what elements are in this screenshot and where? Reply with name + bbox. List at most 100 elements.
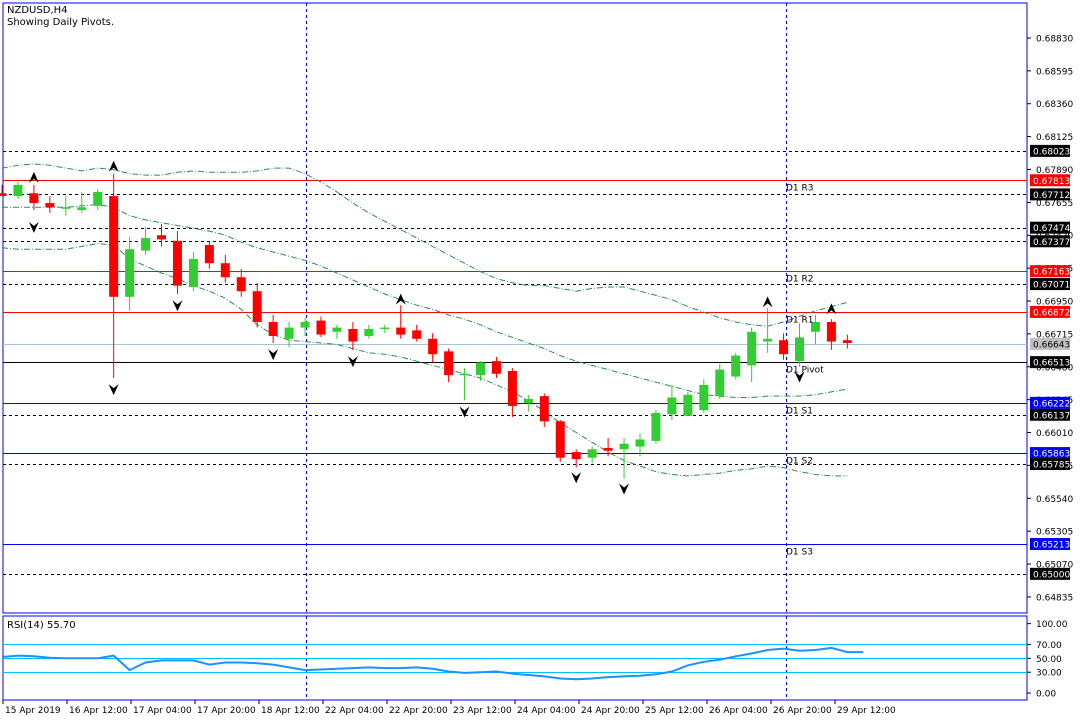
candle-body	[0, 193, 7, 197]
fractal-up-arrow	[395, 293, 406, 305]
time-axis-label: 26 Apr 04:00	[709, 706, 768, 716]
price-label-box	[1030, 567, 1070, 580]
candle-body	[539, 396, 549, 422]
time-axis-label: 22 Apr 04:00	[325, 706, 384, 716]
price-label-text: 0.67474	[1033, 224, 1070, 234]
price-label-text: 0.67163	[1033, 268, 1070, 278]
time-axis-label: 24 Apr 04:00	[517, 706, 576, 716]
price-label-box	[1030, 538, 1070, 551]
rsi-axis-label: 30.00	[1036, 669, 1062, 679]
candle-body	[428, 338, 438, 355]
time-axis-label: 25 Apr 12:00	[645, 706, 704, 716]
price-label-box	[1030, 457, 1070, 470]
fractal-up-arrow	[108, 160, 119, 172]
candle-body	[61, 207, 71, 209]
price-axis-label: 0.66950	[1036, 298, 1073, 308]
candle-body	[220, 263, 230, 278]
price-label-text: 0.66872	[1033, 308, 1070, 318]
fractal-down-arrow	[347, 356, 358, 368]
rsi-series-line	[1, 646, 864, 681]
candle-body	[507, 370, 517, 406]
time-axis-label: 29 Apr 12:00	[837, 706, 896, 716]
price-label-box	[1030, 235, 1070, 248]
rsi-axis-label: 0.00	[1036, 690, 1056, 700]
price-axis-label: 0.68830	[1036, 34, 1073, 44]
candle-body	[842, 340, 852, 343]
candle-body	[364, 328, 374, 336]
pivot-lines-layer	[3, 180, 1027, 545]
price-label-box	[1030, 447, 1070, 460]
price-labels-layer: 0.68023 0.67813 0.67712 0.67474 0.67377 0.671…	[1030, 144, 1070, 580]
time-axis-label: 16 Apr 12:00	[69, 706, 128, 716]
candle-body	[188, 259, 198, 288]
fractal-down-arrow	[794, 371, 805, 383]
band-lower-line	[1, 243, 848, 477]
price-label-box	[1030, 408, 1070, 421]
price-axis: 0.68830 0.68595 0.68360 0.68125 0.67890 0.676…	[1027, 34, 1073, 603]
candle-body	[555, 421, 565, 458]
candle-body	[29, 193, 39, 204]
candle-body	[13, 184, 23, 197]
candle-body	[93, 191, 103, 206]
rsi-axis-label: 50.00	[1036, 655, 1062, 665]
band-middle-line	[2, 203, 848, 398]
candle-body	[125, 249, 135, 297]
pivot-labels-layer: D1 R3 D1 R2 D1 R1 D1 Pivot D1 S1 D1 S2 D1 S3	[786, 184, 824, 558]
pivot-label: D1 S3	[786, 548, 813, 558]
time-axis-label: 15 Apr 2019	[5, 706, 61, 716]
candle-body	[476, 362, 485, 376]
candle-body	[396, 327, 406, 335]
price-axis-label: 0.68595	[1036, 67, 1073, 77]
candles-layer	[0, 173, 852, 479]
price-label-text: 0.67712	[1033, 191, 1070, 201]
price-label-text: 0.67813	[1033, 177, 1070, 187]
candle-body	[412, 330, 422, 339]
candle-body	[795, 337, 804, 362]
price-label-text: 0.65785	[1033, 460, 1070, 470]
price-label-text: 0.65213	[1033, 541, 1070, 551]
time-axis: 15 Apr 2019 16 Apr 12:00 17 Apr 04:00 17 Ap…	[2, 700, 896, 716]
rsi-axis-label: 100.00	[1036, 620, 1068, 630]
price-axis-label: 0.67655	[1036, 199, 1073, 209]
fractal-down-arrow	[459, 406, 470, 418]
candle-body	[141, 238, 151, 251]
candle-body	[332, 327, 342, 332]
price-label-box	[1030, 144, 1070, 157]
price-label-text: 0.65000	[1033, 570, 1070, 580]
candle-body	[157, 235, 166, 240]
candle-body	[252, 291, 262, 322]
fractal-up-arrow	[28, 171, 39, 183]
price-axis-label: 0.68125	[1036, 133, 1073, 143]
main-panel-frame	[2, 2, 1028, 614]
candle-body	[77, 207, 87, 211]
price-label-text: 0.67071	[1033, 281, 1070, 291]
fractal-up-arrow	[826, 303, 837, 315]
candle-body	[460, 373, 470, 376]
price-axis-label: 0.66715	[1036, 330, 1073, 340]
price-axis-label: 0.64835	[1036, 593, 1073, 603]
candle-body	[204, 245, 214, 264]
time-axis-label: 23 Apr 12:00	[453, 706, 512, 716]
fractal-down-arrow	[268, 349, 279, 361]
rsi-axis-label: 70.00	[1036, 641, 1062, 651]
fractal-down-arrow	[172, 300, 183, 312]
price-label-text: 0.68023	[1033, 147, 1070, 157]
time-axis-label: 18 Apr 12:00	[261, 706, 320, 716]
price-label-box	[1030, 265, 1070, 278]
price-label-box	[1030, 221, 1070, 234]
band-upper-line	[1, 163, 848, 327]
fractal-down-arrow	[108, 384, 119, 396]
price-axis-label: 0.65540	[1036, 495, 1073, 505]
pivot-label: D1 S1	[786, 407, 813, 417]
price-label-text: 0.66222	[1033, 399, 1070, 409]
time-axis-label: 17 Apr 20:00	[197, 706, 256, 716]
pivot-label: D1 S2	[786, 457, 813, 467]
price-label-box	[1030, 188, 1070, 201]
price-label-box	[1030, 337, 1070, 350]
candle-body	[731, 355, 741, 377]
price-label-text: 0.66137	[1033, 411, 1070, 421]
pivot-label: D1 R2	[786, 275, 814, 285]
price-axis-label: 0.68360	[1036, 100, 1073, 110]
time-axis-label: 26 Apr 20:00	[773, 706, 832, 716]
